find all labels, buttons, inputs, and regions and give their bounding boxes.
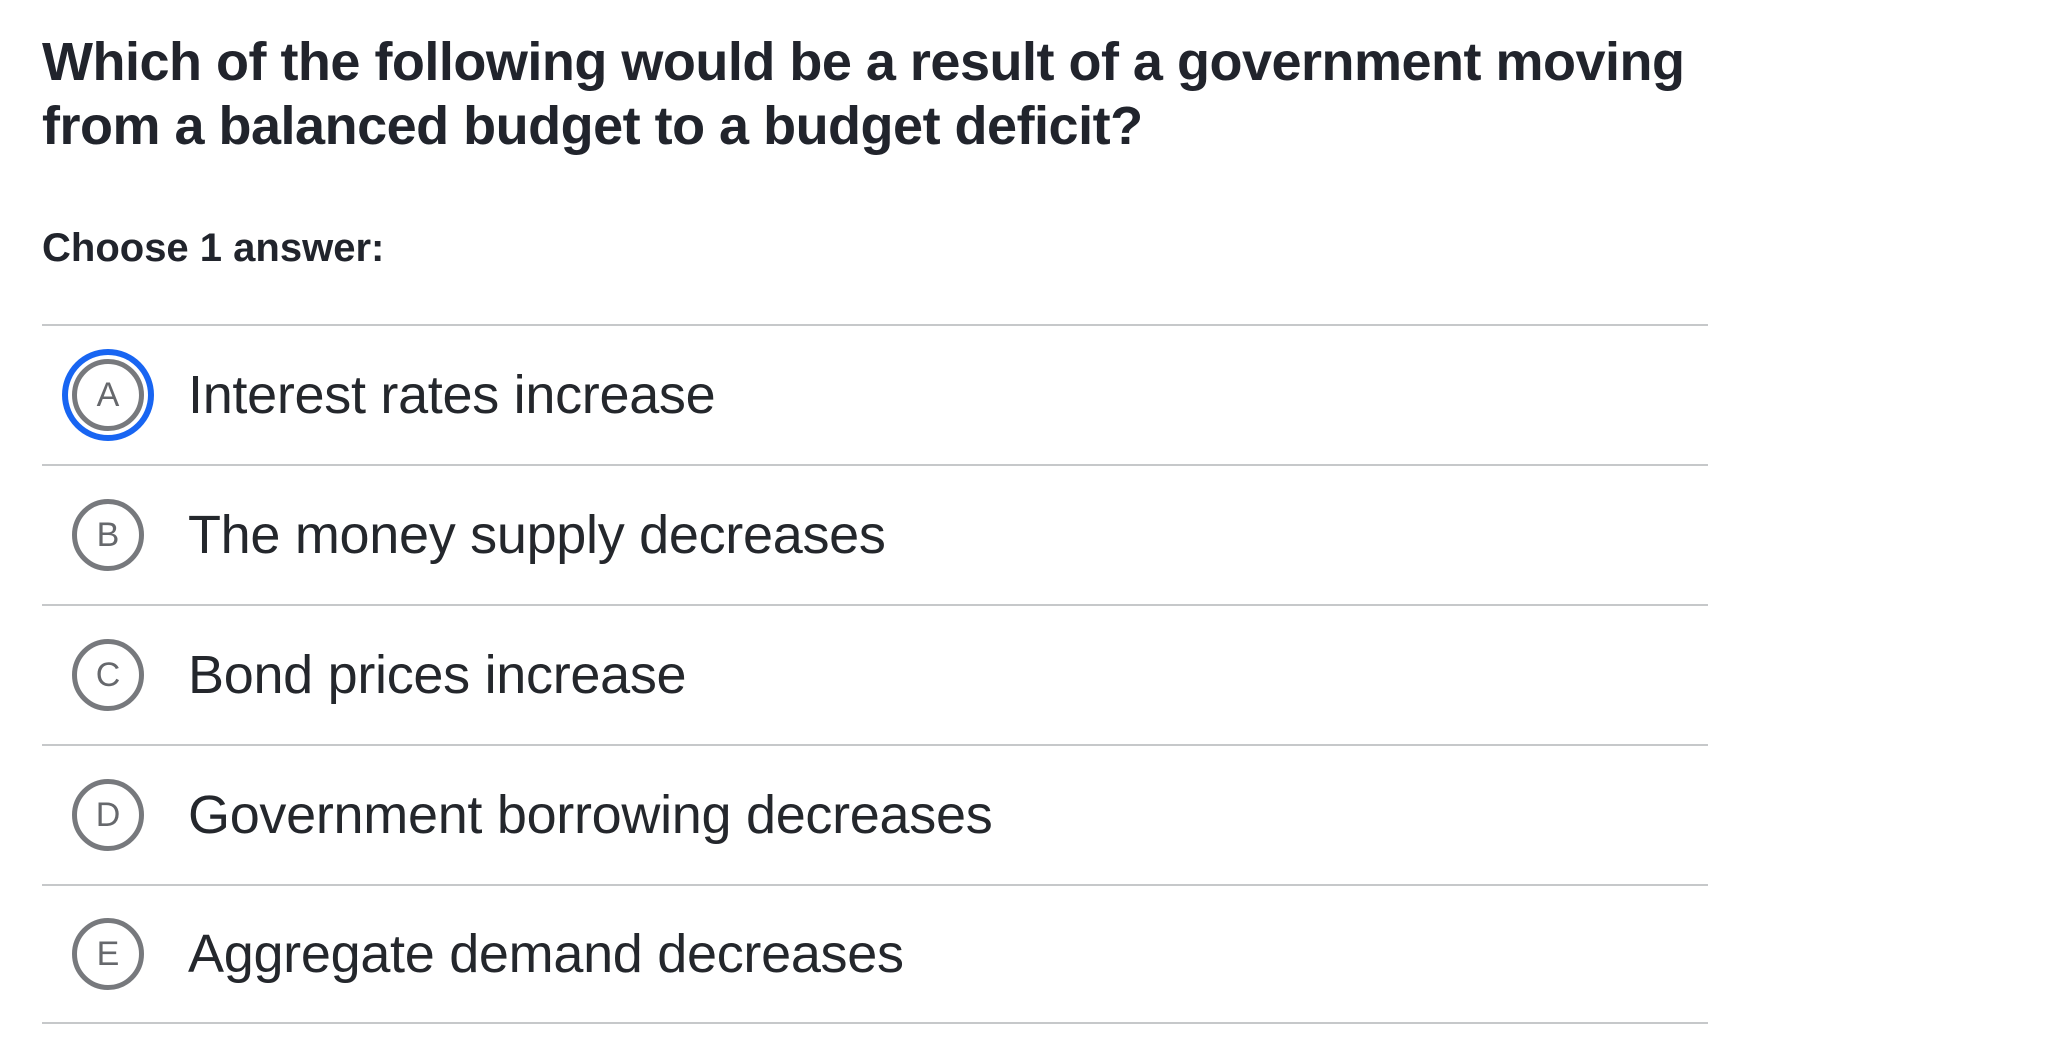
radio-button-b[interactable]: B <box>72 499 144 571</box>
choice-letter: D <box>95 796 121 834</box>
radio-button-c[interactable]: C <box>72 639 144 711</box>
question-title: Which of the following would be a result… <box>42 32 1685 156</box>
radio-button-e[interactable]: E <box>72 918 144 990</box>
answer-choice-c[interactable]: C Bond prices increase <box>42 604 1708 744</box>
answer-choice-e[interactable]: E Aggregate demand decreases <box>42 884 1708 1024</box>
choice-label-d[interactable]: Government borrowing decreases <box>188 784 993 845</box>
choice-letter: E <box>96 935 120 973</box>
question-content: Which of the following would be a result… <box>42 0 1708 1024</box>
choice-label-b[interactable]: The money supply decreases <box>188 504 886 565</box>
choice-label-a[interactable]: Interest rates increase <box>188 364 716 425</box>
choice-letter: C <box>95 656 121 694</box>
answer-choice-b[interactable]: B The money supply decreases <box>42 464 1708 604</box>
answer-choices-list: A Interest rates increase B The money su… <box>42 324 1708 1024</box>
choice-letter: B <box>96 516 120 554</box>
choice-label-c[interactable]: Bond prices increase <box>188 644 687 705</box>
radio-button-a-selected[interactable]: A <box>72 359 144 431</box>
answer-choice-a[interactable]: A Interest rates increase <box>42 324 1708 464</box>
choice-label-e[interactable]: Aggregate demand decreases <box>188 923 904 984</box>
choice-letter: A <box>96 376 120 414</box>
radio-button-d[interactable]: D <box>72 779 144 851</box>
answer-choice-d[interactable]: D Government borrowing decreases <box>42 744 1708 884</box>
choose-answer-prompt: Choose 1 answer: <box>42 226 385 270</box>
